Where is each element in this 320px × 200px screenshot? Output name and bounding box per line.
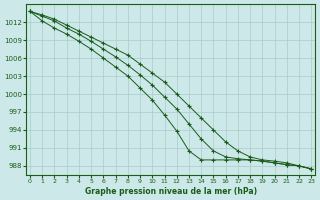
X-axis label: Graphe pression niveau de la mer (hPa): Graphe pression niveau de la mer (hPa)	[84, 187, 257, 196]
